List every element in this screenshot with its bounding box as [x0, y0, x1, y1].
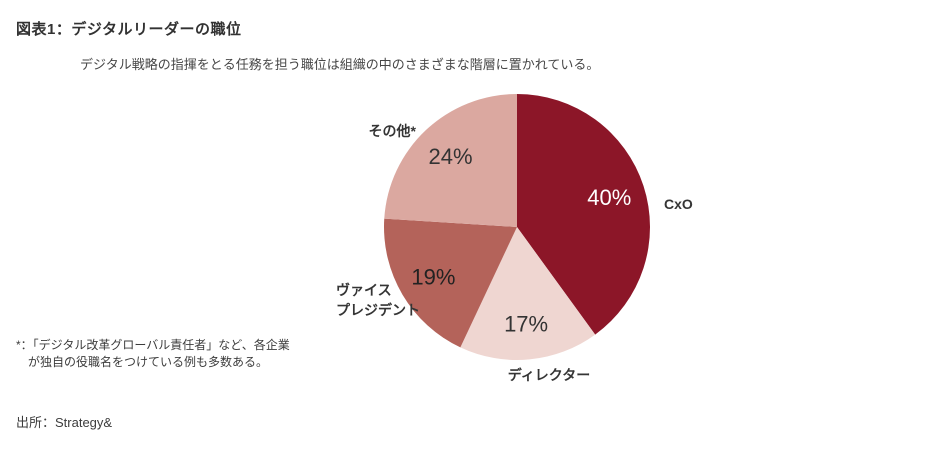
pie-value-label-1: 17% — [504, 312, 548, 337]
figure-title: 図表1：デジタルリーダーの職位 — [16, 21, 242, 38]
source-line: 出所：Strategy& — [16, 415, 113, 430]
pie-value-label-2: 19% — [411, 264, 455, 289]
figure-subtitle: デジタル戦略の指揮をとる任務を担う職位は組織の中のさまざまな階層に置かれている。 — [80, 57, 600, 72]
pie-slice-0 — [517, 94, 651, 335]
pie-value-label-0: 40% — [587, 185, 631, 210]
pie-value-label-3: 24% — [428, 144, 472, 169]
slice-label-vice-president: ヴァイス プレジデント — [336, 282, 420, 318]
slice-label-cxo: CxO — [664, 196, 693, 212]
pie-slice-1 — [460, 227, 596, 361]
pie-chart: 40% 17% 19% 24% — [383, 94, 651, 361]
pie-slice-2 — [383, 218, 517, 348]
slice-label-director: ディレクター — [507, 367, 591, 383]
slice-label-other: その他* — [368, 123, 416, 139]
footnote: *：「デジタル改革グローバル責任者」など、各企業 が独自の役職名をつけている例も… — [16, 338, 290, 369]
pie-slice-3 — [384, 94, 517, 227]
